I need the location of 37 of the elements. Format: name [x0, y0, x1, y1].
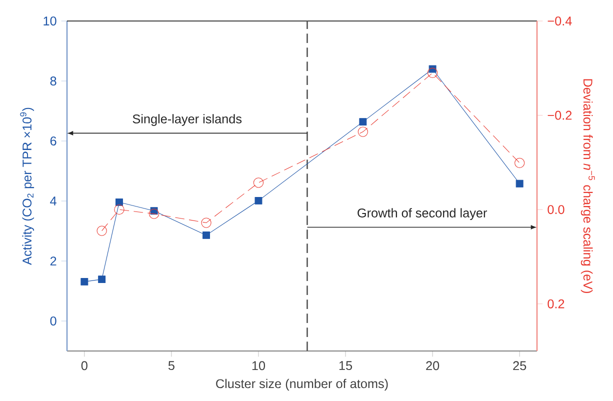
point	[253, 178, 264, 188]
y-tick-label: 2	[50, 256, 56, 266]
y-tick-label: 8	[50, 76, 56, 86]
x-tick-label: 15	[339, 361, 352, 370]
point	[427, 68, 438, 78]
point	[428, 65, 436, 73]
point	[358, 126, 368, 137]
point	[115, 198, 123, 206]
point	[514, 158, 525, 168]
y-tick-label: 10	[44, 16, 56, 26]
y-tick-label: 4	[50, 196, 56, 206]
y-tick-label: 6	[50, 136, 56, 146]
point	[114, 204, 124, 215]
x-tick-label: 5	[168, 361, 174, 370]
y2-tick-label: −0.4	[548, 16, 572, 26]
x-tick-label: 0	[81, 361, 88, 370]
y-tick-label: 0	[50, 316, 56, 326]
y2-tick-label: 0.0	[548, 205, 564, 214]
x-tick-label: 10	[252, 361, 266, 370]
point	[254, 196, 262, 204]
point	[202, 231, 210, 239]
annotation: Growth of second layer	[358, 208, 488, 220]
point	[96, 226, 107, 236]
y-axis-title: Activity (CO$_{2}$ per TPR ×10$^{9}$)	[20, 108, 34, 265]
annotation: Single-layer islands	[132, 114, 242, 126]
y2-axis-title: Deviation from n$^{−5}$ charge scaling (eV)	[580, 79, 595, 294]
y2-tick-label: −0.2	[548, 110, 572, 120]
x-tick-label: 20	[426, 361, 440, 370]
point	[80, 278, 88, 286]
point	[201, 218, 212, 228]
x-tick-label: 25	[513, 361, 526, 370]
point	[516, 180, 524, 188]
point	[98, 276, 106, 284]
point	[148, 208, 160, 219]
point	[359, 118, 367, 126]
y2-tick-label: 0.2	[548, 299, 564, 308]
x-axis-title: Cluster size (number of atoms)	[216, 378, 388, 391]
